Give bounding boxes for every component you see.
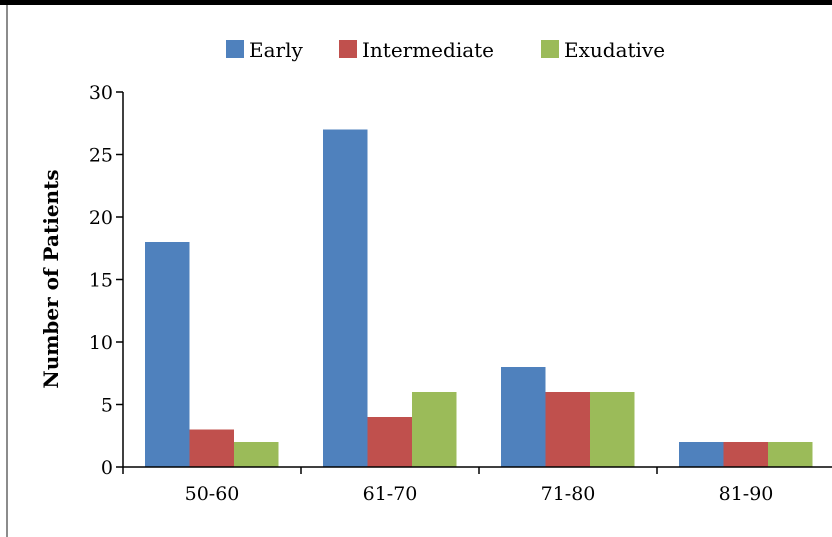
legend-swatch-early <box>226 40 244 58</box>
legend-label-early: Early <box>249 38 303 62</box>
legend-swatch-intermediate <box>339 40 357 58</box>
legend: Early Intermediate Exudative <box>226 38 665 62</box>
x-tick-label: 81-90 <box>719 483 774 505</box>
bar-intermediate-61-70 <box>367 417 412 467</box>
bar-early-71-80 <box>501 367 546 467</box>
y-tick-label: 15 <box>89 270 113 292</box>
left-border <box>6 5 8 537</box>
y-tick-label: 25 <box>89 145 113 167</box>
bar-exudative-50-60 <box>234 442 279 467</box>
y-axis-title: Number of Patients <box>39 169 63 388</box>
y-tick-label: 0 <box>101 457 113 479</box>
bars <box>145 129 813 467</box>
top-border <box>0 0 832 5</box>
legend-swatch-exudative <box>541 40 559 58</box>
x-axis: 50-60 61-70 71-80 81-90 <box>122 466 832 505</box>
y-tick-label: 5 <box>101 395 113 417</box>
bar-early-50-60 <box>145 242 190 467</box>
bar-intermediate-50-60 <box>189 429 234 467</box>
x-tick-label: 61-70 <box>363 483 418 505</box>
bar-early-81-90 <box>679 442 724 467</box>
bar-intermediate-71-80 <box>545 392 590 467</box>
y-tick-label: 20 <box>89 207 113 229</box>
bar-intermediate-81-90 <box>723 442 768 467</box>
bar-exudative-61-70 <box>412 392 457 467</box>
bar-exudative-71-80 <box>590 392 635 467</box>
bar-exudative-81-90 <box>768 442 813 467</box>
bar-early-61-70 <box>323 129 368 467</box>
y-tick-label: 10 <box>89 332 113 354</box>
x-tick-label: 71-80 <box>541 483 596 505</box>
legend-label-exudative: Exudative <box>564 38 665 62</box>
x-tick-label: 50-60 <box>185 483 240 505</box>
y-axis: 0 5 10 15 20 25 30 <box>89 82 124 479</box>
y-tick-label: 30 <box>89 82 113 104</box>
legend-label-intermediate: Intermediate <box>362 38 494 62</box>
